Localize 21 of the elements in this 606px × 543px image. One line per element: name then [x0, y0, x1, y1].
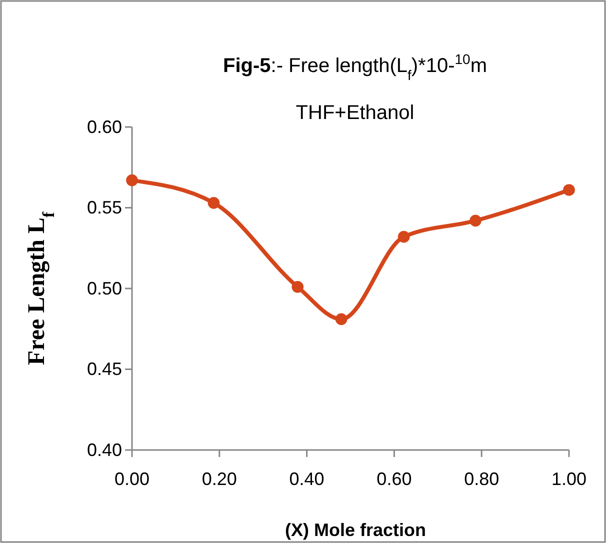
- y-tick-label: 0.60: [86, 116, 122, 137]
- x-tick-label: 0.80: [464, 469, 500, 490]
- y-tick-label: 0.40: [86, 440, 122, 460]
- x-tick-label: 0.60: [376, 469, 412, 490]
- x-tick-label: 1.00: [551, 469, 587, 490]
- point: [292, 280, 304, 293]
- point: [563, 184, 575, 196]
- y-tick-label: 0.45: [86, 359, 122, 380]
- x-axis-title: (X) Mole fraction: [284, 520, 426, 540]
- point: [335, 313, 348, 326]
- point: [470, 214, 482, 227]
- x-tick-label: 0.00: [114, 469, 150, 490]
- y-tick-label: 0.50: [86, 278, 122, 298]
- x-tick-label: 0.20: [202, 469, 237, 490]
- chart-title: Fig-5:- Free length(L$_{f}$)*10-$^{10}$m: [222, 51, 488, 83]
- x-tick-label: 0.40: [289, 469, 324, 490]
- chart-subtitle: THF+Ethanol: [296, 102, 414, 124]
- y-tick-label: 0.55: [86, 198, 122, 218]
- point: [398, 230, 410, 243]
- point: [208, 197, 220, 209]
- point: [126, 174, 138, 186]
